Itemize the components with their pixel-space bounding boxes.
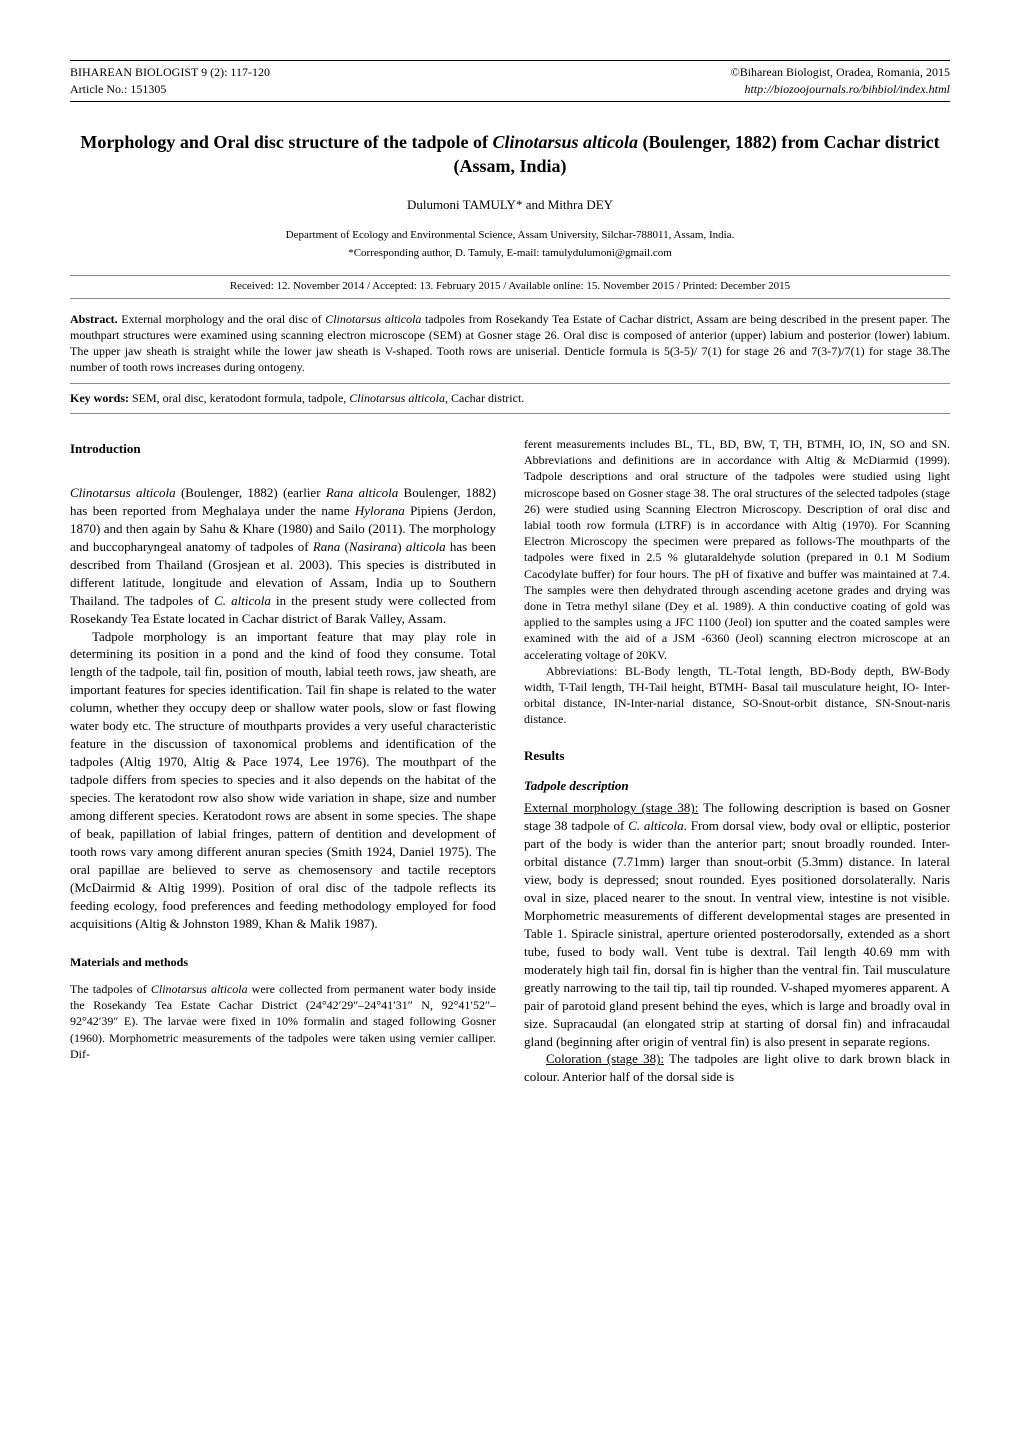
p1-species-7: C. alticola <box>214 593 271 608</box>
introduction-heading: Introduction <box>70 440 496 458</box>
p1-text-j: ) <box>397 539 406 554</box>
p1-species-3: Hylorana <box>355 503 405 518</box>
keywords-post: , Cachar district. <box>445 391 524 405</box>
left-column: Introduction Clinotarsus alticola (Boule… <box>70 436 496 1086</box>
intro-para-1: Clinotarsus alticola (Boulenger, 1882) (… <box>70 484 496 628</box>
p1-species-6: alticola <box>406 539 446 554</box>
coloration-label: Coloration (stage 38): <box>546 1051 664 1066</box>
title-species: Clinotarsus alticola <box>492 132 638 152</box>
article-number: Article No.: 151305 <box>70 81 270 98</box>
abstract-species: Clinotarsus alticola <box>325 312 421 326</box>
journal-line: BIHAREAN BIOLOGIST 9 (2): 117-120 <box>70 64 270 81</box>
tadpole-desc-heading: Tadpole description <box>524 777 950 795</box>
copyright-line: ©Biharean Biologist, Oradea, Romania, 20… <box>731 64 950 81</box>
authors: Dulumoni TAMULY* and Mithra DEY <box>70 196 950 214</box>
abstract-block: Abstract. External morphology and the or… <box>70 305 950 385</box>
journal-header: BIHAREAN BIOLOGIST 9 (2): 117-120 Articl… <box>70 60 950 102</box>
keywords-block: Key words: SEM, oral disc, keratodont fo… <box>70 384 950 414</box>
r1-text-c: . From dorsal view, body oval or ellipti… <box>524 818 950 1048</box>
keywords-label: Key words: <box>70 391 129 405</box>
p1-text-b: (Boulenger, 1882) (earlier <box>176 485 326 500</box>
header-left: BIHAREAN BIOLOGIST 9 (2): 117-120 Articl… <box>70 64 270 98</box>
header-right: ©Biharean Biologist, Oradea, Romania, 20… <box>731 64 950 98</box>
keywords-pre: SEM, oral disc, keratodont formula, tadp… <box>129 391 349 405</box>
m1-text-a: The tadpoles of <box>70 982 151 996</box>
results-heading: Results <box>524 747 950 765</box>
dates-row: Received: 12. November 2014 / Accepted: … <box>70 275 950 298</box>
p1-text-h: ( <box>340 539 349 554</box>
ext-morph-label: External morphology (stage 38): <box>524 800 698 815</box>
p1-species-2: Rana alticola <box>326 485 398 500</box>
journal-url: http://biozoojournals.ro/bihbiol/index.h… <box>731 81 950 98</box>
m1-species: Clinotarsus alticola <box>151 982 248 996</box>
corresponding-author: *Corresponding author, D. Tamuly, E-mail… <box>70 246 950 261</box>
materials-methods-heading: Materials and methods <box>70 954 496 971</box>
title-pre: Morphology and Oral disc structure of th… <box>80 132 492 152</box>
results-para-2: Coloration (stage 38): The tadpoles are … <box>524 1050 950 1086</box>
methods-para-1: The tadpoles of Clinotarsus alticola wer… <box>70 981 496 1062</box>
keywords-species: Clinotarsus alticola <box>349 391 445 405</box>
methods-para-3: Abbreviations: BL-Body length, TL-Total … <box>524 663 950 728</box>
abstract-label: Abstract. <box>70 312 118 326</box>
p1-species-1: Clinotarsus alticola <box>70 485 176 500</box>
results-para-1: External morphology (stage 38): The foll… <box>524 799 950 1050</box>
right-column: ferent measurements includes BL, TL, BD,… <box>524 436 950 1086</box>
p1-species-4: Rana <box>313 539 340 554</box>
affiliation: Department of Ecology and Environmental … <box>70 228 950 243</box>
p1-species-5: Nasirana <box>349 539 397 554</box>
methods-para-2: ferent measurements includes BL, TL, BD,… <box>524 436 950 663</box>
r1-species: C. alticola <box>628 818 683 833</box>
two-column-body: Introduction Clinotarsus alticola (Boule… <box>70 436 950 1086</box>
abstract-pre: External morphology and the oral disc of <box>118 312 326 326</box>
intro-para-2: Tadpole morphology is an important featu… <box>70 628 496 933</box>
article-title: Morphology and Oral disc structure of th… <box>70 130 950 179</box>
